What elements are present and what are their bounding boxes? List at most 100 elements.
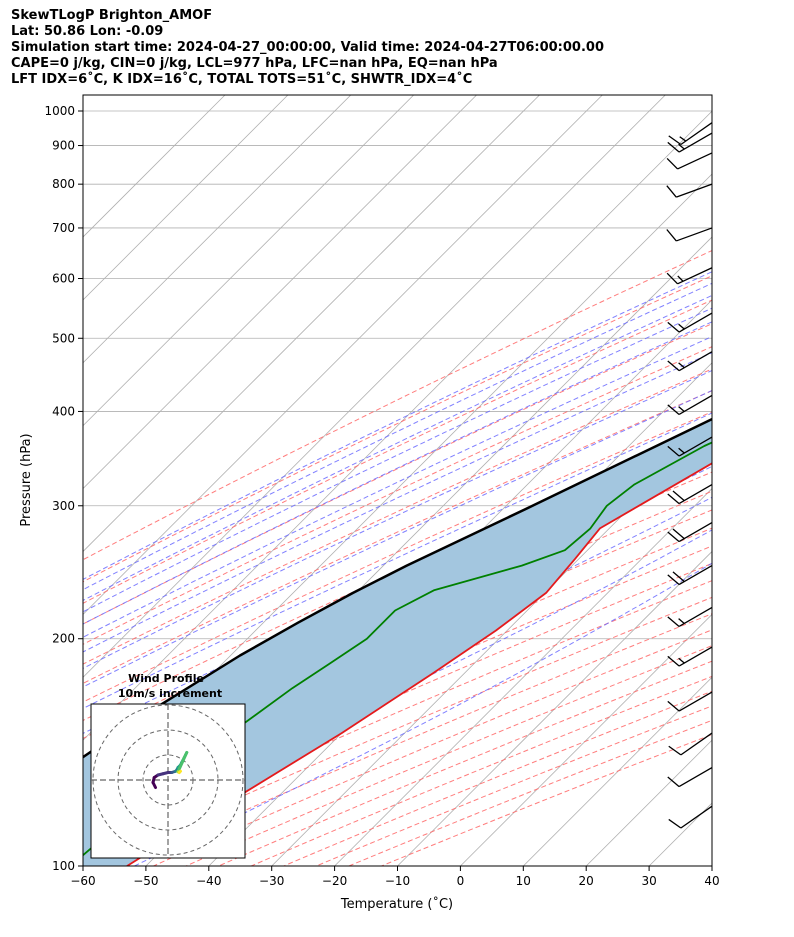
isotherm-line bbox=[460, 613, 712, 866]
dewpoint-profile bbox=[83, 441, 712, 857]
wind-barb bbox=[667, 436, 713, 457]
temperature-profile bbox=[126, 462, 712, 866]
barb-half-flag bbox=[678, 406, 685, 412]
wind-barb bbox=[667, 646, 713, 667]
y-tick-label: 100 bbox=[52, 859, 75, 873]
barb-flag bbox=[668, 745, 682, 756]
dry-adiabat bbox=[83, 411, 712, 703]
wind-barb bbox=[667, 767, 713, 788]
x-tick-label: 40 bbox=[704, 874, 719, 888]
moist-adiabat bbox=[83, 412, 712, 710]
barb-flag bbox=[667, 404, 680, 415]
x-tick-label: 30 bbox=[641, 874, 656, 888]
x-tick-label: −50 bbox=[133, 874, 158, 888]
wind-barb bbox=[666, 267, 713, 285]
chart-title: SkewTLogP Brighton_AMOF bbox=[11, 8, 213, 23]
barb-half-flag bbox=[678, 323, 685, 330]
hodograph-segment bbox=[177, 769, 182, 774]
isotherm-line bbox=[397, 550, 712, 866]
mixing-ratio-line bbox=[757, 95, 794, 279]
wind-barb bbox=[667, 312, 713, 333]
barb-flag bbox=[667, 445, 680, 457]
dry-adiabat bbox=[283, 690, 712, 866]
hodograph-segment bbox=[176, 751, 189, 774]
time-line: Simulation start time: 2024-04-27_00:00:… bbox=[11, 40, 604, 55]
barb-shaft bbox=[678, 132, 713, 153]
chart-header: SkewTLogP Brighton_AMOF Lat: 50.86 Lon: … bbox=[11, 8, 604, 88]
axes: −60 −50 −40 −30 −20 −10 0 10 20 30 40 1000 900 800 700… bbox=[44, 104, 719, 888]
y-tick-label: 500 bbox=[52, 331, 75, 345]
barb-flag bbox=[667, 360, 680, 372]
wind-barb bbox=[667, 351, 713, 372]
barb-half-flag bbox=[678, 618, 685, 624]
wind-barb bbox=[667, 691, 713, 712]
barb-shaft bbox=[678, 522, 713, 543]
barb-shaft bbox=[677, 152, 713, 170]
barb-flag bbox=[667, 493, 680, 505]
moist-adiabat bbox=[83, 352, 712, 653]
barb-flag bbox=[667, 531, 680, 543]
moist-adiabat bbox=[83, 496, 712, 799]
wind-barb bbox=[667, 132, 713, 153]
y-tick-label: 400 bbox=[52, 404, 75, 418]
x-tick-label: −40 bbox=[196, 874, 221, 888]
dry-adiabat bbox=[83, 275, 712, 583]
moist-adiabat bbox=[83, 321, 712, 625]
barb-shaft bbox=[680, 732, 713, 756]
wind-profile-inset: Wind Profile 10m/s increment bbox=[90, 672, 246, 859]
barb-flag bbox=[666, 185, 677, 198]
dry-adiabat bbox=[185, 645, 712, 866]
stability-indices-line: LFT IDX=6˚C, K IDX=16˚C, TOTAL TOTS=51˚C… bbox=[11, 72, 473, 87]
barb-shaft bbox=[676, 183, 713, 198]
barb-flag bbox=[667, 574, 680, 586]
barb-flag bbox=[667, 700, 680, 712]
x-tick-label: 20 bbox=[579, 874, 594, 888]
barb-flag bbox=[672, 490, 685, 502]
dry-adiabat bbox=[153, 629, 712, 866]
barb-half-flag bbox=[678, 362, 685, 369]
y-tick-label: 300 bbox=[52, 499, 75, 513]
x-axis-label: Temperature (˚C) bbox=[340, 896, 453, 912]
barb-flag bbox=[666, 229, 677, 242]
wind-barb bbox=[667, 484, 713, 505]
barb-shaft bbox=[678, 312, 713, 333]
parcel-profile bbox=[83, 417, 712, 759]
y-tick-label: 900 bbox=[52, 139, 75, 153]
barb-shaft bbox=[676, 227, 713, 242]
dry-adiabat bbox=[120, 613, 712, 866]
barb-shaft bbox=[678, 484, 713, 505]
barb-half-flag bbox=[678, 447, 685, 454]
barb-flag bbox=[666, 272, 679, 285]
wind-barbs bbox=[666, 122, 713, 829]
moist-adiabat bbox=[83, 271, 712, 580]
barb-half-flag bbox=[679, 136, 687, 142]
wind-barb bbox=[667, 522, 713, 543]
barb-half-flag bbox=[678, 143, 685, 150]
barb-shaft bbox=[678, 394, 713, 416]
isotherm-line bbox=[83, 95, 414, 427]
y-axis-label: Pressure (hPa) bbox=[19, 433, 34, 526]
barb-flag bbox=[667, 141, 680, 153]
wind-barb bbox=[668, 732, 713, 756]
y-tick-label: 600 bbox=[52, 271, 75, 285]
isotherm-line bbox=[83, 95, 603, 615]
inset-title: Wind Profile bbox=[128, 672, 204, 685]
wind-barb bbox=[667, 564, 713, 586]
isotherm-line bbox=[83, 95, 540, 553]
barb-flag bbox=[672, 528, 685, 540]
location-line: Lat: 50.86 Lon: -0.09 bbox=[11, 24, 164, 39]
wind-barb bbox=[666, 183, 713, 198]
dry-adiabat bbox=[348, 719, 712, 866]
barb-shaft bbox=[678, 564, 713, 586]
y-tick-label: 1000 bbox=[44, 104, 75, 118]
y-tick-label: 800 bbox=[52, 177, 75, 191]
x-tick-label: 10 bbox=[516, 874, 531, 888]
barb-shaft bbox=[678, 351, 713, 372]
barb-flag bbox=[667, 321, 680, 333]
barb-shaft bbox=[678, 606, 713, 628]
barb-shaft bbox=[678, 691, 713, 712]
moist-adiabat bbox=[83, 389, 712, 688]
isotherm-line bbox=[83, 95, 226, 238]
barb-flag bbox=[667, 776, 680, 788]
